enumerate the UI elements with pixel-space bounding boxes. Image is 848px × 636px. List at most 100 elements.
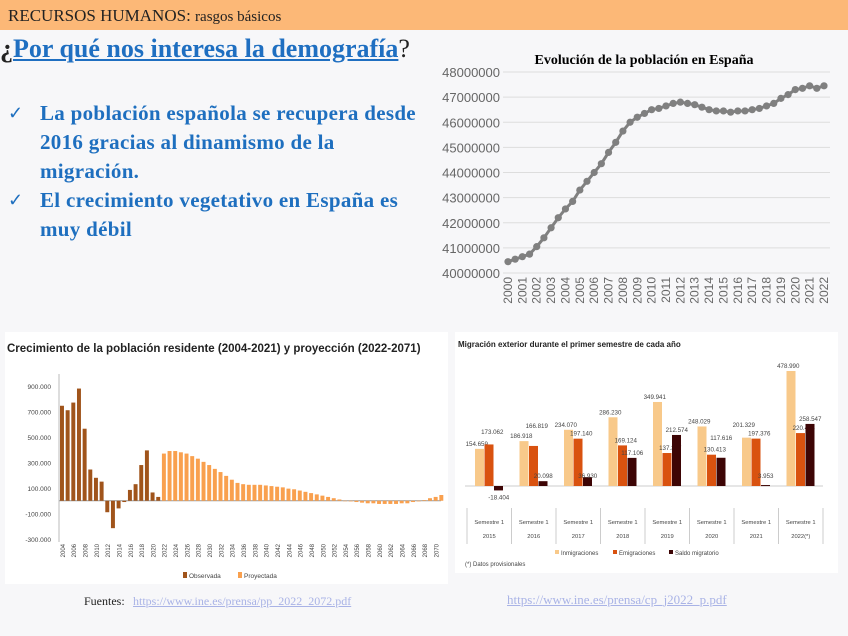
chart-note: (*) Datos provisionales xyxy=(465,562,525,568)
legend-label: Inmigraciones xyxy=(561,551,598,557)
bar-2040 xyxy=(263,485,268,501)
data-point xyxy=(525,250,534,258)
bar-2045 xyxy=(292,489,297,501)
source-link-1[interactable]: https://www.ine.es/prensa/pp_2022_2072.p… xyxy=(133,594,352,608)
bar-2058 xyxy=(365,500,370,504)
data-label: 286.230 xyxy=(599,409,622,416)
source-link-2[interactable]: https://www.ine.es/prensa/cp_j2022_p.pdf xyxy=(507,592,727,607)
x-tick-label: 2016 xyxy=(129,543,135,557)
x-tick-label: 2017 xyxy=(745,277,759,304)
bar-2071 xyxy=(439,495,444,501)
data-point xyxy=(676,98,684,106)
data-point xyxy=(583,177,591,185)
bar-emigraciones xyxy=(796,433,805,486)
bar-2063 xyxy=(394,500,399,504)
bar-inmigraciones xyxy=(475,448,484,486)
data-point xyxy=(741,107,749,115)
x-tick-label: 2011 xyxy=(659,277,673,303)
x-tick-label: 2002 xyxy=(530,277,544,304)
bar-2068 xyxy=(422,500,427,501)
bar-2042 xyxy=(275,486,280,501)
bar-2050 xyxy=(320,495,325,501)
x-tick-label: 2008 xyxy=(83,543,89,557)
x-tick-label: 2056 xyxy=(355,543,361,557)
data-label: 36.930 xyxy=(578,473,597,480)
x-tick-label: 2009 xyxy=(630,277,644,304)
x-tick-label: 2022 xyxy=(817,277,831,304)
category-year: 2018 xyxy=(616,534,629,540)
bar-inmigraciones xyxy=(564,429,573,486)
bar-emigraciones xyxy=(529,445,538,486)
bar-2066 xyxy=(411,500,415,503)
y-tick-label: 46000000 xyxy=(442,115,500,130)
growth-bar-chart: Crecimiento de la población residente (2… xyxy=(7,343,444,580)
x-tick-label: 2040 xyxy=(265,543,271,557)
legend-swatch xyxy=(238,572,242,578)
bar-2056 xyxy=(354,500,359,503)
bar-2070 xyxy=(433,496,438,501)
data-point xyxy=(511,255,519,263)
x-tick-label: 2032 xyxy=(219,543,225,557)
x-tick-label: 2000 xyxy=(501,277,515,304)
x-tick-label: 2052 xyxy=(333,543,339,557)
x-tick-label: 2012 xyxy=(106,543,112,557)
x-tick-label: 2022 xyxy=(163,543,169,557)
x-tick-label: 2007 xyxy=(602,277,616,304)
title-link[interactable]: Por qué nos interesa la demografía xyxy=(13,34,399,63)
bar-2059 xyxy=(371,500,376,504)
x-tick-label: 2048 xyxy=(310,543,316,557)
category-year: 2017 xyxy=(572,534,585,540)
data-point xyxy=(604,148,613,156)
bar-2009 xyxy=(88,469,93,501)
data-point xyxy=(691,101,699,109)
bar-2029 xyxy=(201,461,206,501)
x-tick-label: 2026 xyxy=(185,543,191,557)
x-tick-label: 2016 xyxy=(731,277,745,304)
x-tick-label: 2068 xyxy=(423,543,429,557)
population-line-chart: Evolución de la población en España 48000… xyxy=(442,53,831,304)
x-tick-label: 2003 xyxy=(544,277,558,304)
y-tick-label: 900.000 xyxy=(28,384,52,391)
title-pre: ¿ xyxy=(0,34,13,63)
bullet-text: El crecimiento vegetativo en España es m… xyxy=(40,188,399,241)
data-label: 186.918 xyxy=(510,433,533,440)
bar-2052 xyxy=(331,498,336,501)
x-tick-label: 2018 xyxy=(140,543,146,557)
bar-2032 xyxy=(218,472,223,501)
bar-2019 xyxy=(144,450,149,501)
category-label: Semestre 1 xyxy=(563,520,593,526)
data-point xyxy=(619,127,627,135)
legend-label: Proyectada xyxy=(244,573,277,580)
x-tick-label: 2004 xyxy=(558,277,572,304)
data-point xyxy=(504,258,512,266)
data-label: 201.329 xyxy=(733,422,756,429)
category-year: 2021 xyxy=(750,534,763,540)
x-tick-label: 2014 xyxy=(702,277,716,304)
data-point xyxy=(820,82,828,90)
bar-2030 xyxy=(207,465,212,501)
data-point xyxy=(648,106,656,114)
data-point xyxy=(813,84,821,92)
bar-2038 xyxy=(252,484,257,501)
data-point xyxy=(655,104,663,113)
data-label: 169.124 xyxy=(615,437,638,444)
chart-title: Crecimiento de la población residente (2… xyxy=(7,343,421,355)
x-tick-label: 2064 xyxy=(401,543,407,557)
bar-2047 xyxy=(303,491,308,501)
legend-label: Observada xyxy=(189,573,221,580)
data-label: 258.547 xyxy=(799,416,822,423)
bar-emigraciones xyxy=(618,445,627,486)
x-tick-label: 2006 xyxy=(587,277,601,304)
header-section: RECURSOS HUMANOS: xyxy=(8,6,191,25)
x-tick-label: 2036 xyxy=(242,543,248,557)
bar-2064 xyxy=(399,500,404,504)
bar-inmigraciones xyxy=(697,426,707,486)
data-label: 197.140 xyxy=(570,431,593,438)
bar-inmigraciones xyxy=(653,401,662,486)
bar-saldo-migratorio xyxy=(627,457,637,486)
legend-label: Saldo migratorio xyxy=(675,551,719,557)
data-point xyxy=(727,108,735,116)
bar-2061 xyxy=(382,500,387,504)
bullet-2: ✓ El crecimiento vegetativo en España es … xyxy=(8,186,400,244)
bar-saldo-migratorio xyxy=(716,457,726,486)
